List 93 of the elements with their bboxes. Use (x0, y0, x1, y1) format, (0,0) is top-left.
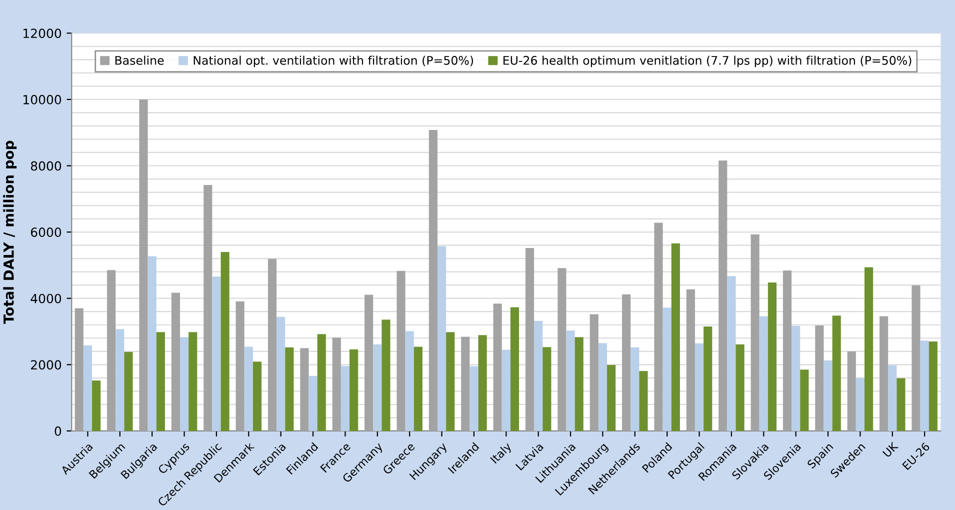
bar (622, 294, 631, 431)
bar (470, 366, 478, 431)
bar (888, 365, 897, 431)
bar (156, 332, 165, 431)
bar (332, 337, 341, 431)
bar (815, 326, 824, 431)
bar (188, 332, 198, 431)
bar (598, 343, 608, 431)
bar (920, 340, 929, 431)
bar (382, 320, 390, 431)
y-tick-label: 8000 (30, 161, 62, 171)
bar (928, 341, 938, 431)
bar (718, 160, 728, 431)
bar (148, 256, 156, 431)
bar (276, 316, 286, 431)
bar (373, 344, 382, 431)
bar (461, 336, 470, 431)
bar (244, 346, 253, 431)
bar (607, 364, 616, 431)
x-tick-label: UK (882, 441, 899, 458)
bar (83, 345, 92, 431)
bar (268, 258, 277, 431)
bar (525, 248, 534, 431)
bar (630, 347, 640, 431)
bar (792, 326, 800, 431)
y-tick-label: 4000 (30, 294, 62, 304)
legend-label: EU-26 health optimum venitlation (7.7 lps pp) with filtration (P=50%) (504, 56, 912, 68)
bar (478, 335, 487, 431)
bar (446, 332, 455, 431)
bar (558, 268, 566, 431)
bar (74, 308, 84, 431)
bar (405, 331, 414, 431)
bar (662, 308, 672, 431)
legend-label: Baseline (115, 56, 164, 65)
bar (759, 316, 768, 431)
bar (542, 347, 552, 431)
bar (428, 130, 438, 431)
y-tick-label: 10000 (24, 94, 62, 104)
y-tick-label: 2000 (31, 360, 62, 370)
bar (694, 343, 704, 431)
bar (414, 346, 422, 431)
bar (566, 330, 575, 431)
bar (847, 351, 856, 431)
bar (912, 285, 920, 431)
bar (782, 270, 792, 431)
bar (317, 334, 326, 431)
bar (116, 329, 124, 431)
bar (364, 294, 374, 431)
bar (736, 344, 744, 431)
bar (396, 270, 406, 431)
bar (437, 246, 446, 431)
bar (300, 348, 309, 431)
bar (285, 347, 294, 431)
bar (639, 370, 648, 431)
bar (308, 376, 318, 431)
bar (236, 301, 244, 431)
bar (180, 337, 189, 431)
bar (750, 234, 760, 431)
legend-label: National opt. ventilation with filtration (P=50%) (194, 56, 474, 68)
bar (832, 316, 841, 431)
bar (896, 378, 906, 431)
bar (671, 243, 680, 431)
bar (124, 352, 133, 431)
bar (510, 307, 520, 431)
bar (654, 222, 663, 431)
bar (727, 276, 736, 431)
bar (252, 362, 262, 431)
bar (768, 282, 777, 431)
bar (880, 316, 888, 431)
bar (220, 252, 230, 431)
y-tick-label: 12000 (24, 28, 62, 38)
y-tick-label: 0 (54, 426, 62, 436)
bar (139, 99, 148, 431)
bar (340, 366, 350, 431)
bar (534, 320, 543, 431)
bar (502, 350, 510, 431)
y-tick-label: 6000 (30, 228, 62, 237)
bar (350, 349, 358, 431)
bar (107, 270, 116, 431)
bar (212, 276, 221, 431)
y-axis-title: Total DALY / million pop (3, 140, 17, 324)
bar (590, 314, 598, 431)
bar (171, 292, 180, 431)
bar (493, 304, 502, 431)
bar (204, 184, 212, 431)
bar (864, 267, 874, 431)
bar (92, 380, 101, 431)
bar (824, 360, 832, 431)
bar (800, 370, 809, 431)
bar (686, 289, 695, 431)
bar (704, 326, 712, 431)
bar (574, 337, 584, 431)
bar (856, 378, 864, 431)
